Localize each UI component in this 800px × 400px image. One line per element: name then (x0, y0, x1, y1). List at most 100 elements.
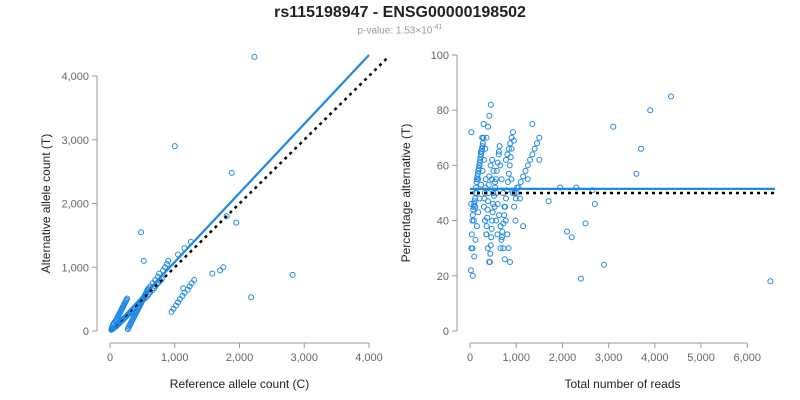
right-data-point (485, 181, 492, 188)
right-data-point (490, 167, 497, 174)
right-data-point (475, 176, 482, 183)
left-data-point (248, 294, 255, 301)
right-data-point (490, 190, 497, 196)
right-data-point (520, 173, 527, 180)
right-data-point (524, 162, 531, 169)
right-data-point (496, 143, 503, 150)
right-x-tick-label: 4,000 (641, 352, 669, 364)
right-data-point (507, 140, 514, 147)
right-data-point (476, 159, 483, 166)
left-x-axis-label: Reference allele count (C) (170, 377, 309, 391)
left-data-point (164, 261, 170, 268)
right-data-point (489, 156, 496, 163)
right-data-point (517, 179, 524, 185)
right-data-point (473, 223, 480, 230)
left-y-tick-label: 4,000 (61, 71, 89, 83)
right-data-point (479, 134, 486, 141)
right-data-point (468, 201, 475, 207)
left-data-point (228, 169, 235, 176)
right-data-point (534, 140, 540, 147)
right-data-point (516, 195, 523, 202)
right-data-point (475, 209, 482, 216)
right-data-point (471, 253, 478, 260)
right-data-point (486, 112, 493, 119)
left-points (108, 53, 296, 333)
right-data-point (484, 206, 491, 213)
left-y-tick-label: 1,000 (61, 262, 89, 274)
right-data-point (469, 245, 476, 252)
right-y-tick-label: 100 (431, 50, 449, 62)
right-data-point (493, 167, 500, 174)
left-x-tick-label: 2,000 (226, 352, 254, 364)
right-data-point (496, 212, 503, 219)
right-data-point (512, 217, 519, 224)
right-data-point (503, 156, 509, 163)
right-data-point (498, 234, 505, 241)
right-data-point (486, 259, 493, 265)
right-data-point (512, 195, 519, 202)
left-x-tick-label: 1,000 (161, 352, 189, 364)
right-data-point (524, 176, 531, 183)
right-data-point (557, 184, 564, 191)
right-data-point (470, 217, 477, 224)
right-y-tick-label: 80 (437, 105, 449, 117)
right-points (467, 93, 774, 285)
left-fit-line (109, 54, 370, 332)
right-data-point (471, 201, 478, 207)
right-data-point (489, 217, 496, 224)
left-y-tick-label: 3,000 (61, 135, 89, 147)
right-data-point (484, 245, 491, 252)
left-reference-line (109, 55, 390, 332)
right-data-point (497, 245, 504, 252)
right-x-tick-label: 6,000 (734, 352, 762, 364)
right-data-point (498, 236, 505, 243)
right-x-axis-label: Total number of reads (564, 377, 680, 391)
right-data-point (577, 275, 584, 282)
right-data-point (472, 236, 479, 243)
right-data-point (514, 184, 521, 191)
right-data-point (508, 134, 515, 141)
right-data-point (487, 162, 494, 169)
right-data-point (485, 123, 491, 130)
right-data-point (472, 203, 479, 210)
left-data-point (171, 143, 178, 150)
left-y-tick-label: 2,000 (61, 199, 89, 211)
right-data-point (480, 121, 487, 127)
right-data-point (545, 198, 552, 205)
right-data-point (527, 156, 534, 163)
right-data-point (504, 151, 511, 158)
right-data-point (647, 107, 654, 114)
left-data-point (233, 219, 240, 226)
right-data-point (494, 231, 501, 238)
chart-title: rs115198947 - ENSG00000198502 (274, 4, 526, 21)
right-data-point (487, 242, 494, 249)
right-data-point (475, 167, 482, 174)
right-data-point (478, 181, 485, 188)
left-data-point (223, 213, 230, 220)
p-value-text: p-value: 1.53×10 (357, 25, 433, 37)
right-y-tick-label: 40 (437, 216, 449, 228)
right-data-point (495, 151, 502, 158)
left-data-point (175, 299, 181, 306)
right-data-point (489, 176, 495, 183)
right-data-point (508, 145, 515, 152)
right-data-point (477, 148, 484, 155)
right-x-tick-label: 2,000 (549, 352, 577, 364)
right-data-point (568, 234, 575, 241)
right-data-point (582, 220, 589, 227)
right-data-point (767, 278, 774, 285)
right-data-point (498, 176, 505, 183)
right-data-point (536, 156, 543, 163)
right-data-point (479, 140, 486, 147)
left-data-point (140, 257, 147, 264)
right-data-point (505, 145, 512, 152)
right-data-point (478, 151, 485, 158)
left-data-point (209, 270, 216, 277)
right-data-point (487, 250, 494, 257)
right-data-point (468, 129, 475, 136)
right-data-point (508, 176, 515, 183)
right-data-point (500, 190, 506, 196)
right-data-point (488, 234, 495, 241)
right-data-point (511, 190, 518, 196)
